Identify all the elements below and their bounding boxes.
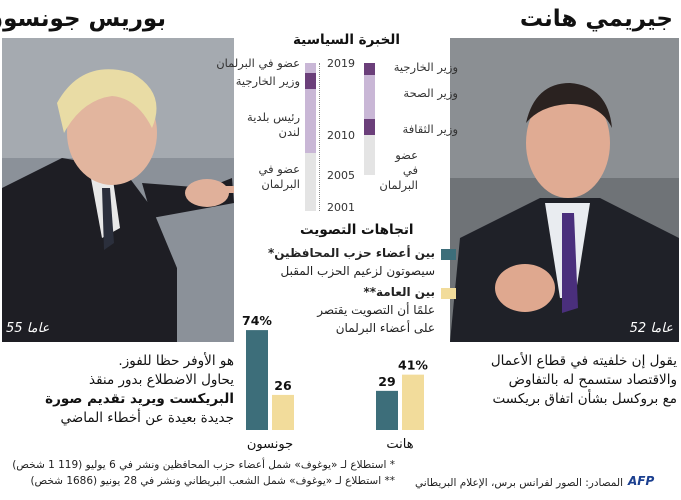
johnson-career-mp-recent [305, 63, 316, 73]
hunt-desc-line: والاقتصاد ستسمح له بالتفاوض [508, 372, 677, 388]
bar-public-1 [402, 374, 424, 430]
johnson-career-mayor [305, 89, 316, 153]
afp-logo: AFP [628, 474, 655, 488]
bar-value-label: 74% [242, 313, 272, 328]
legend-swatch-members [441, 249, 456, 260]
johnson-role: رئيس بلدية لندن [247, 110, 300, 139]
experience-title: الخبرة السياسية [293, 32, 400, 48]
hunt-role: وزير الثقافة [402, 122, 458, 136]
hunt-career-culture [364, 119, 375, 135]
footnote-members: * استطلاع لـ «يوغوف» شمل أعضاء حزب المحا… [12, 459, 395, 471]
category-label: هانت [386, 437, 413, 452]
legend-members-note: سيصوتون لزعيم الحزب المقبل [280, 264, 435, 278]
johnson-age: 55 عاما [6, 321, 50, 336]
bar-public-0 [272, 394, 294, 430]
johnson-photo: 55 عاما [2, 38, 234, 342]
hunt-age: 52 عاما [629, 321, 673, 336]
johnson-desc-line: البريكست ويريد تقديم صورة [45, 391, 234, 407]
hunt-description: يقول إن خلفيته في قطاع الأعمال والاقتصاد… [445, 352, 677, 409]
hunt-desc-line: يقول إن خلفيته في قطاع الأعمال [490, 353, 677, 369]
hunt-role: عضو في البرلمان [379, 148, 418, 192]
bar-members-1 [376, 390, 398, 430]
johnson-desc-line: يحاول الاضطلاع بدور منقذ [89, 372, 234, 388]
bar-value-label: 29 [378, 374, 395, 389]
hunt-career-mp [364, 135, 375, 175]
year-2010: 2010 [327, 129, 355, 142]
johnson-role: عضو في البرلمان [258, 162, 300, 191]
hunt-role: وزير الصحة [403, 86, 458, 100]
category-label: جونسون [247, 437, 293, 452]
johnson-desc-line: جديدة بعيدة عن أخطاء الماضي [60, 410, 234, 426]
johnson-name: بوريس جونسون [0, 6, 166, 32]
hunt-name: جيريمي هانت [519, 6, 673, 32]
source-text: المصادر: الصور لفرانس برس، الإعلام البري… [414, 477, 623, 489]
bar-members-0 [246, 330, 268, 430]
year-2001: 2001 [327, 201, 355, 214]
legend-public-note: على أعضاء البرلمان [335, 321, 435, 335]
johnson-description: هو الأوفر حظا للفوز. يحاول الاضطلاع بدور… [2, 352, 234, 428]
hunt-photo: 52 عاما [450, 38, 679, 342]
hunt-career-foreign [364, 63, 375, 75]
legend-swatch-public [441, 288, 456, 299]
hunt-figure [450, 38, 679, 342]
johnson-career-foreign [305, 73, 316, 89]
hunt-desc-line: مع بروكسل بشأن اتفاق بريكست [492, 391, 677, 407]
hunt-career-health [364, 75, 375, 119]
johnson-career-mp-early [305, 153, 316, 211]
year-axis [319, 63, 332, 211]
johnson-figure [2, 38, 234, 342]
year-2019: 2019 [327, 57, 355, 70]
footnote-public: ** استطلاع لـ «يوغوف» شمل الشعب البريطان… [30, 475, 395, 487]
johnson-desc-line: هو الأوفر حظا للفوز. [118, 353, 234, 369]
hunt-role: وزير الخارجية [393, 60, 458, 74]
johnson-role: وزير الخارجية [235, 74, 300, 88]
bar-value-label: 26 [274, 378, 292, 393]
year-2005: 2005 [327, 169, 355, 182]
bar-value-label: 41% [398, 358, 428, 373]
legend-members-label: بين أعضاء حزب المحافظين* [267, 246, 435, 260]
legend-public-label: بين العامة** [363, 285, 435, 299]
johnson-role: عضو في البرلمان [216, 56, 300, 70]
voting-title: اتجاهات التصويت [300, 222, 414, 238]
legend-public-note: علمًا أن التصويت يقتصر [317, 303, 435, 317]
